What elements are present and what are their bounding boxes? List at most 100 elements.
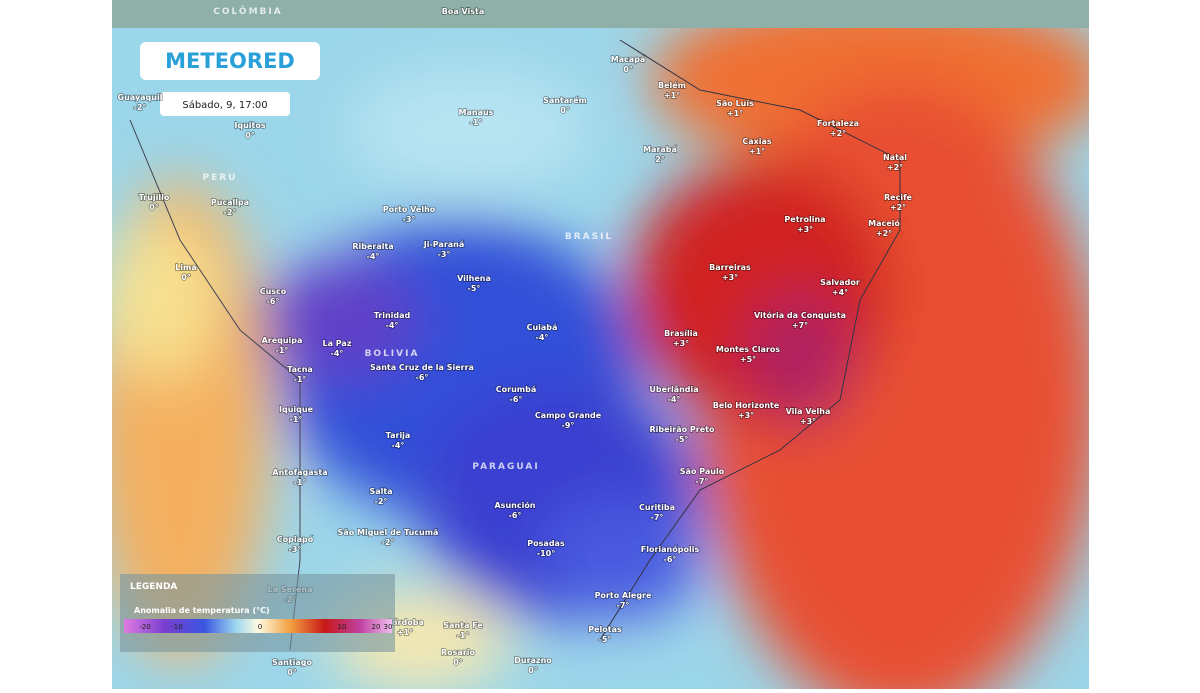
city-name: Trinidad <box>374 311 411 320</box>
city-name: Córdoba <box>386 617 424 627</box>
city-anomaly: -3° <box>289 545 302 554</box>
city-anomaly: +1° <box>664 91 680 100</box>
city-anomaly: -1° <box>470 118 483 127</box>
city-name: Cuiabá <box>527 323 558 332</box>
city-anomaly: -1° <box>457 631 470 640</box>
city-name: Florianópolis <box>641 544 700 554</box>
legend-colorbar <box>124 619 392 633</box>
city-anomaly: -10° <box>537 549 555 558</box>
city-name: Cusco <box>260 287 287 296</box>
city-anomaly: -1° <box>276 346 289 355</box>
city-anomaly: +3° <box>673 339 689 348</box>
legend-title: LEGENDA <box>130 582 177 592</box>
city-name: Santa Cruz de la Sierra <box>370 363 474 372</box>
legend-box <box>120 574 395 652</box>
region-label: BOLIVIA <box>365 349 420 359</box>
legend-ticks: -20 -10 0 10 20 30 <box>139 623 392 631</box>
city-name: Campo Grande <box>535 411 602 420</box>
legend-subtitle: Anomalia de temperatura (°C) <box>134 606 270 615</box>
city-name: Caxias <box>742 137 772 146</box>
city-anomaly: +5° <box>740 355 756 364</box>
city-name: Santa Fe <box>443 621 483 630</box>
city-name: Macapá <box>611 55 646 64</box>
city-name: Santarém <box>543 95 587 105</box>
city-anomaly: +3° <box>800 417 816 426</box>
city-name: Maceió <box>868 218 900 228</box>
city-name: Guayaquil <box>118 93 163 102</box>
city-anomaly: +2° <box>830 129 846 138</box>
map-background <box>112 0 1089 689</box>
legend-tick-label: 20 <box>372 623 381 631</box>
city-name: Pucallpa <box>211 198 249 207</box>
city-name: Porto Alegre <box>595 591 652 600</box>
city-anomaly: +1° <box>397 628 413 637</box>
city-anomaly: -7° <box>651 513 664 522</box>
city-anomaly: -1° <box>294 478 307 487</box>
city-name: Boa Vista <box>442 7 485 16</box>
city-anomaly: -2° <box>375 497 388 506</box>
city-name: Uberlândia <box>649 385 698 394</box>
city-anomaly: -7° <box>696 477 709 486</box>
city-name: Belém <box>658 80 686 90</box>
city-anomaly: 0° <box>245 131 255 140</box>
city-anomaly: +2° <box>876 229 892 238</box>
legend-tick-label: 30 <box>384 623 393 631</box>
city-name: Brasília <box>664 329 698 338</box>
city-anomaly: -6° <box>267 297 280 306</box>
city-anomaly: +2° <box>887 163 903 172</box>
city-anomaly: -7° <box>617 601 630 610</box>
city-name: Arequipa <box>262 336 303 345</box>
city-name: Rosario <box>441 648 476 657</box>
city-anomaly: -4° <box>331 349 344 358</box>
city-name: Porto Velho <box>383 205 436 214</box>
city-name: Curitiba <box>639 503 675 512</box>
city-name: Posadas <box>527 539 565 548</box>
logo-box <box>140 42 320 80</box>
city-name: Asunción <box>494 500 535 510</box>
city-name: Natal <box>883 153 907 162</box>
city-anomaly: +4° <box>832 288 848 297</box>
legend-tick-label: -20 <box>139 623 150 631</box>
city-anomaly: -5° <box>676 435 689 444</box>
city-anomaly: 0° <box>453 658 463 667</box>
city-anomaly: -3° <box>403 215 416 224</box>
city-anomaly: -2° <box>134 103 147 112</box>
city-name: Vila Velha <box>786 407 831 416</box>
city-name: Antofagasta <box>272 468 327 477</box>
city-name: Ribeirão Preto <box>650 425 715 434</box>
city-name: Corumbá <box>496 385 536 394</box>
city-anomaly: -4° <box>367 252 380 261</box>
city-anomaly: -2° <box>382 538 395 547</box>
city-name: Pelotas <box>588 625 622 634</box>
city-name: Iquitos <box>234 121 265 130</box>
city-anomaly: +3° <box>722 273 738 282</box>
city-name: Vitória da Conquista <box>754 310 846 320</box>
city-anomaly: -6° <box>509 511 522 520</box>
city-name: Tacna <box>287 365 313 374</box>
city-name: São Paulo <box>680 467 725 476</box>
city-anomaly: +3° <box>797 225 813 234</box>
city-anomaly: -4° <box>536 333 549 342</box>
city-anomaly: -6° <box>510 395 523 404</box>
city-anomaly: -5° <box>468 284 481 293</box>
city-name: Durazno <box>514 656 552 665</box>
city-anomaly: -6° <box>664 555 677 564</box>
city-anomaly: +3° <box>738 411 754 420</box>
logo: METEORED <box>165 49 295 73</box>
city-name: Petrolina <box>784 215 825 224</box>
city-anomaly: -5° <box>599 635 612 644</box>
city-name: Ji-Paraná <box>423 240 465 249</box>
city-name: São Miguel de Tucumã <box>338 528 439 537</box>
city-anomaly: -4° <box>392 441 405 450</box>
legend-tick-label: 0 <box>258 623 262 631</box>
city-name: Copiapó <box>277 534 314 544</box>
city-anomaly: 0° <box>287 668 297 677</box>
region-label: PARAGUAI <box>472 462 539 472</box>
city-anomaly: +1° <box>749 147 765 156</box>
city-anomaly: 2° <box>655 155 665 164</box>
city-anomaly: -4° <box>386 321 399 330</box>
legend-tick-label: 10 <box>338 623 347 631</box>
region-label: BRASIL <box>565 232 613 242</box>
city-anomaly: -1° <box>290 415 303 424</box>
city-name: Recife <box>884 193 913 202</box>
